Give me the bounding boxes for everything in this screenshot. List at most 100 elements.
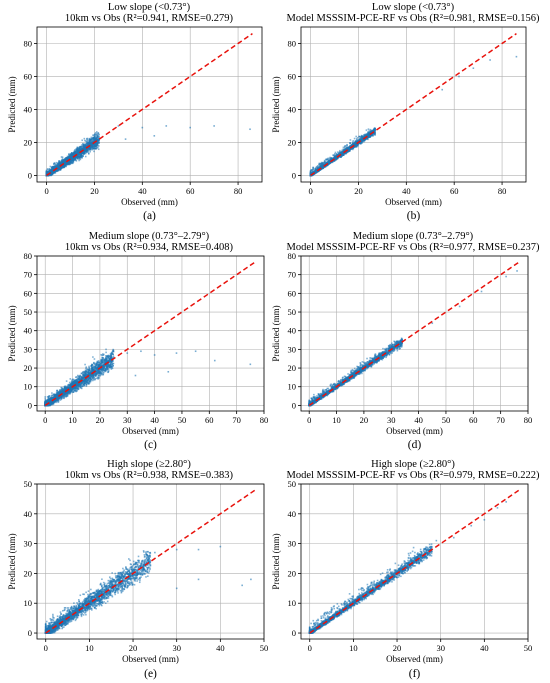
y-tick-label: 80 bbox=[24, 38, 33, 48]
scatter-point bbox=[79, 145, 81, 148]
scatter-point bbox=[57, 169, 60, 172]
scatter-point bbox=[345, 152, 347, 155]
scatter-point bbox=[75, 160, 78, 162]
scatter-point bbox=[86, 137, 89, 140]
scatter-point bbox=[50, 174, 53, 176]
identity-line bbox=[46, 32, 253, 177]
scatter-point bbox=[346, 143, 348, 146]
scatter-point bbox=[90, 145, 92, 148]
scatter-point bbox=[312, 166, 314, 169]
scatter-point bbox=[71, 156, 73, 159]
scatter-point bbox=[49, 168, 52, 171]
scatter-point bbox=[60, 163, 62, 165]
scatter-point bbox=[356, 136, 359, 139]
scatter-point bbox=[313, 169, 316, 172]
scatter-point bbox=[70, 162, 73, 164]
chart-title-line1: Low slope (<0.73°) bbox=[372, 2, 455, 13]
scatter-point bbox=[69, 162, 72, 165]
scatter-point bbox=[311, 169, 313, 171]
scatter-point bbox=[81, 157, 83, 159]
scatter-point bbox=[82, 150, 85, 153]
scatter-point bbox=[93, 145, 96, 148]
scatter-point bbox=[324, 160, 326, 163]
scatter-point bbox=[47, 172, 49, 174]
scatter-point bbox=[90, 136, 93, 139]
scatter-point bbox=[309, 170, 312, 172]
scatter-point bbox=[71, 158, 74, 161]
scatter-point bbox=[68, 157, 70, 160]
scatter-point bbox=[97, 134, 100, 136]
scatter-point bbox=[70, 153, 72, 156]
scatter-point bbox=[62, 165, 65, 168]
scatter-point bbox=[331, 161, 334, 164]
scatter-point bbox=[329, 158, 332, 160]
scatter-point bbox=[78, 153, 80, 156]
scatter-point bbox=[89, 143, 91, 145]
scatter-point bbox=[96, 144, 98, 147]
scatter-point bbox=[93, 140, 96, 143]
chart-title-line2: Model MSSSIM-PCE-RF vs Obs (R²=0.981, RM… bbox=[286, 13, 540, 24]
scatter-point bbox=[331, 158, 333, 161]
scatter-point bbox=[95, 131, 98, 133]
scatter-point bbox=[61, 159, 64, 161]
scatter-point bbox=[68, 163, 70, 166]
scatter-point bbox=[78, 159, 80, 162]
scatter-point bbox=[74, 153, 77, 156]
scatter-point bbox=[89, 141, 91, 144]
scatter-point bbox=[338, 152, 340, 154]
scatter-point bbox=[361, 136, 364, 138]
scatter-point bbox=[343, 145, 346, 147]
scatter-point bbox=[64, 161, 66, 164]
scatter-point bbox=[86, 151, 88, 153]
plot-frame bbox=[36, 26, 263, 183]
y-tick-label: 20 bbox=[24, 137, 33, 147]
scatter-point bbox=[98, 135, 100, 138]
scatter-point bbox=[82, 144, 85, 146]
scatter-point bbox=[95, 136, 98, 138]
scatter-point bbox=[355, 138, 358, 140]
scatter-point-outlier bbox=[153, 135, 156, 137]
scatter-point bbox=[79, 153, 81, 156]
scatter-point bbox=[84, 144, 86, 146]
scatter-point bbox=[84, 155, 87, 158]
scatter-point bbox=[64, 157, 66, 160]
scatter-point bbox=[89, 138, 92, 140]
panel-b: Low slope (<0.73°)Model MSSSIM-PCE-RF vs… bbox=[271, 2, 540, 222]
scatter-point bbox=[90, 143, 92, 146]
scatter-point bbox=[88, 149, 91, 151]
scatter-point bbox=[352, 140, 355, 142]
scatter-point bbox=[93, 150, 95, 153]
scatter-point bbox=[80, 148, 82, 150]
scatter-point bbox=[95, 147, 98, 149]
scatter-point bbox=[54, 172, 57, 174]
scatter-point bbox=[77, 153, 79, 155]
scatter-points bbox=[45, 125, 251, 177]
scatter-points bbox=[309, 55, 518, 177]
scatter-point bbox=[62, 159, 65, 162]
scatter-point bbox=[85, 144, 87, 147]
scatter-point bbox=[58, 161, 60, 164]
scatter-point bbox=[64, 158, 66, 161]
scatter-point-outlier bbox=[213, 125, 215, 127]
scatter-point bbox=[334, 153, 336, 155]
scatter-point bbox=[374, 133, 376, 136]
scatter-point bbox=[78, 158, 80, 160]
scatter-point bbox=[93, 134, 95, 136]
scatter-point bbox=[53, 166, 56, 169]
scatter-point bbox=[333, 154, 336, 156]
scatter-point bbox=[47, 170, 50, 173]
scatter-point bbox=[86, 141, 89, 144]
scatter-point bbox=[79, 147, 82, 149]
scatter-point bbox=[91, 138, 93, 140]
scatter-point bbox=[358, 135, 361, 138]
scatter-point bbox=[351, 148, 354, 151]
scatter-point bbox=[71, 155, 74, 157]
scatter-point bbox=[76, 148, 79, 150]
x-tick-label: 0 bbox=[44, 186, 48, 196]
scatter-point bbox=[360, 136, 362, 138]
x-tick-label: 20 bbox=[90, 186, 99, 196]
scatter-point bbox=[91, 147, 94, 150]
scatter-point bbox=[76, 146, 78, 149]
scatter-point bbox=[74, 151, 77, 154]
scatter-point bbox=[311, 170, 313, 173]
